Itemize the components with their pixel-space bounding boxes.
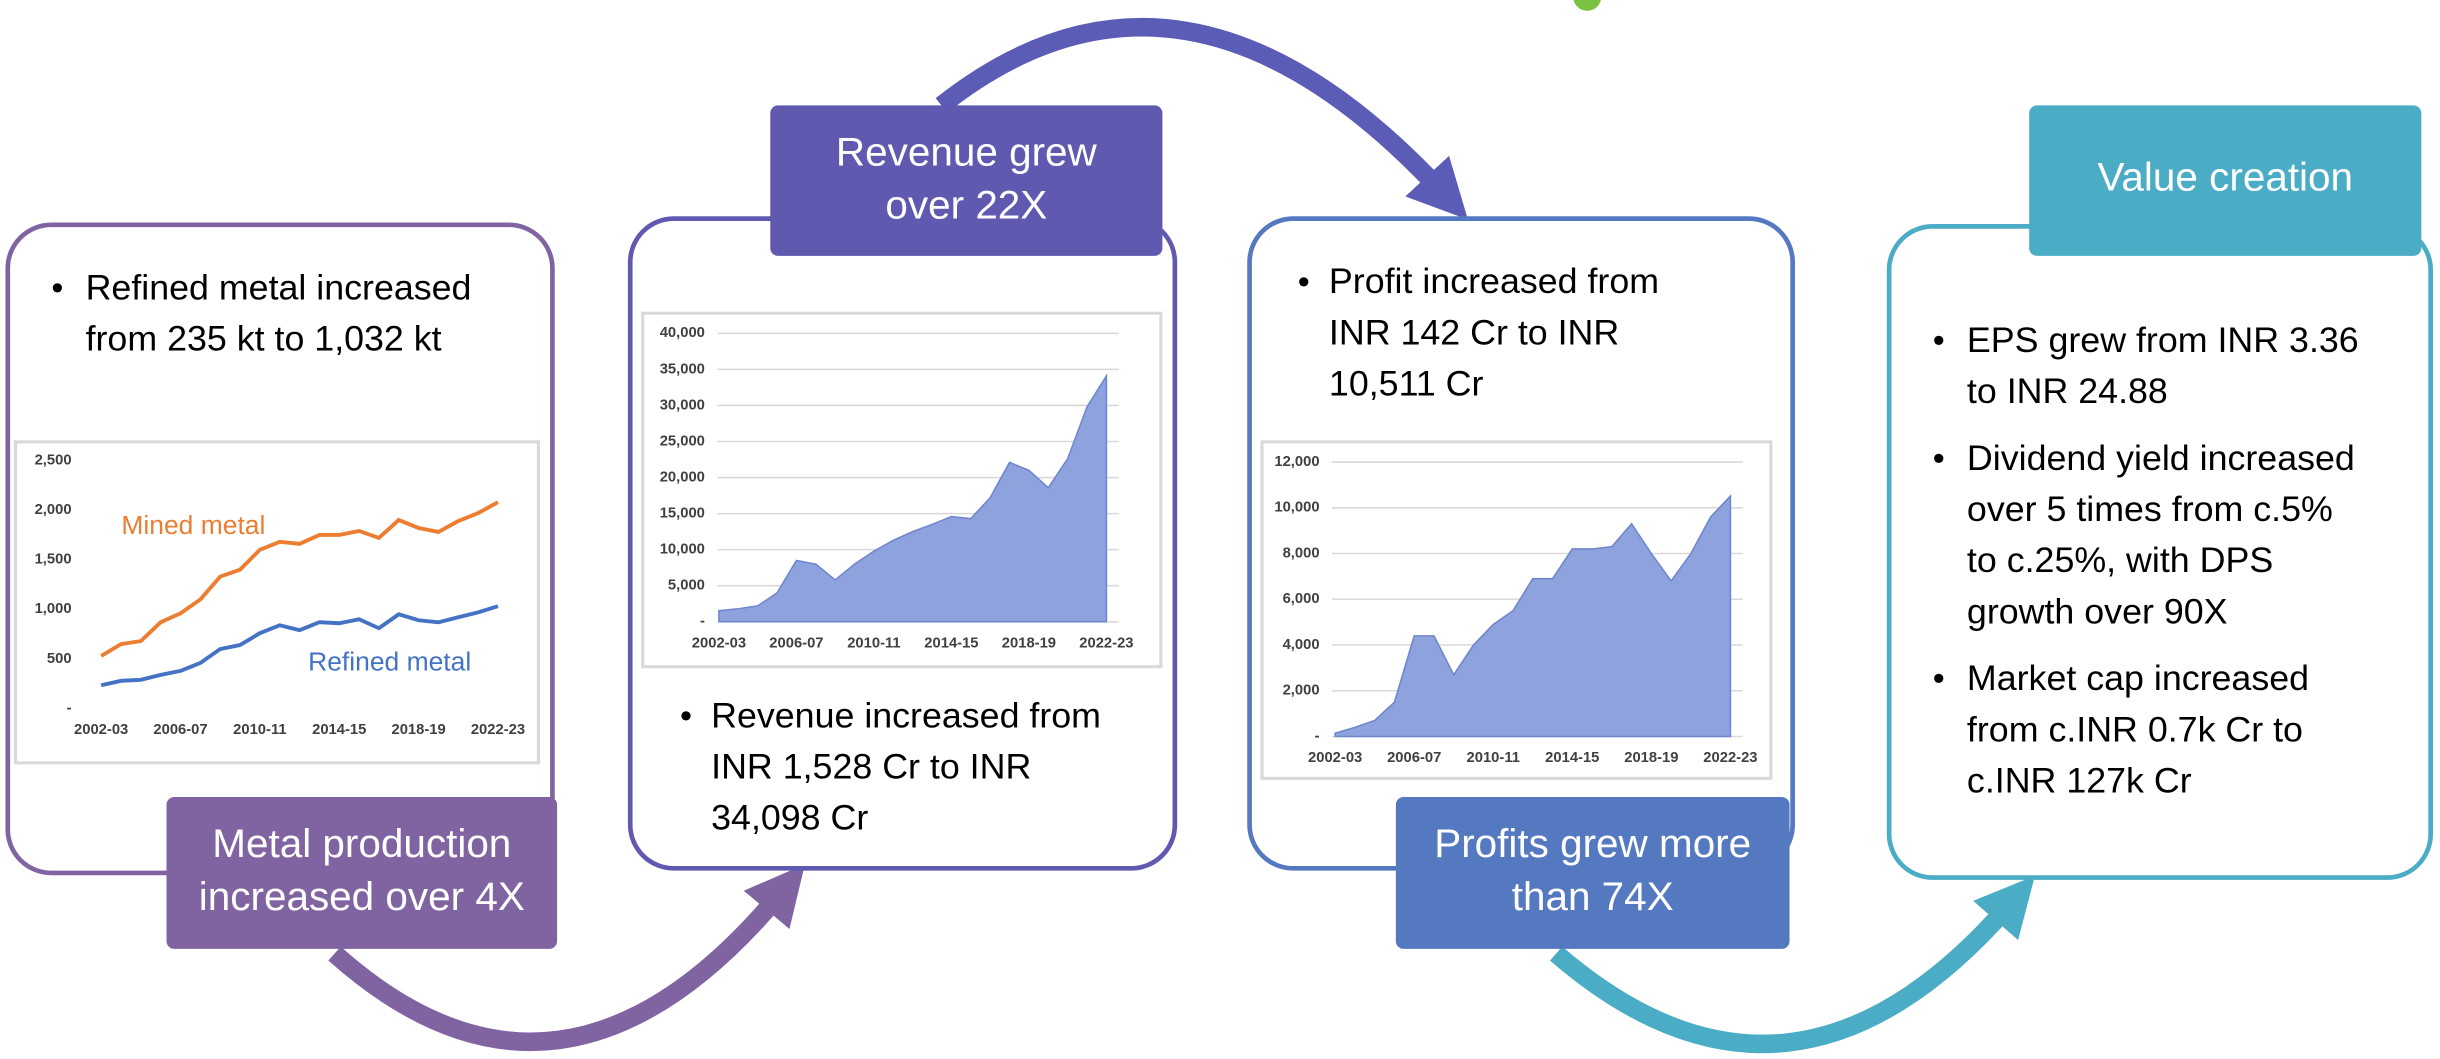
panel-label: Metal production <box>212 820 511 866</box>
line-series <box>100 500 499 658</box>
bullet-dot: • <box>1933 440 1945 478</box>
y-tick-label: 30,000 <box>660 397 705 413</box>
panel-label: Revenue grew <box>836 129 1098 175</box>
bullet-text: Market cap increased <box>1967 658 2309 698</box>
y-tick-label: 10,000 <box>1274 500 1319 516</box>
series-label: Mined metal <box>121 510 265 540</box>
bullet-text: 34,098 Cr <box>711 798 868 838</box>
y-tick-label: 40,000 <box>660 325 705 341</box>
y-tick-label: - <box>700 614 705 630</box>
y-tick-label: 2,000 <box>1283 683 1320 699</box>
bullet-text: Profit increased from <box>1329 261 1659 301</box>
x-tick-label: 2018-19 <box>1002 635 1056 651</box>
y-tick-label: 1,500 <box>35 552 72 568</box>
x-tick-label: 2006-07 <box>153 722 207 738</box>
bullet-dot: • <box>1933 660 1945 698</box>
y-tick-label: 10,000 <box>660 542 705 558</box>
x-tick-label: 2010-11 <box>1467 750 1520 766</box>
bullet-text: 10,511 Cr <box>1329 364 1484 404</box>
x-tick-label: 2010-11 <box>847 635 900 651</box>
bullet-text: over 5 times from c.5% <box>1967 489 2333 529</box>
bullet-text: to c.25%, with DPS <box>1967 540 2273 580</box>
bullet-dot: • <box>680 697 692 735</box>
panel-label-box <box>1395 796 1790 949</box>
y-tick-label: - <box>1315 728 1320 744</box>
y-tick-label: 2,500 <box>35 452 72 468</box>
decor-dot <box>1573 0 1601 11</box>
x-tick-label: 2022-23 <box>1079 635 1133 651</box>
y-tick-label: 5,000 <box>668 578 705 594</box>
bullet-text: Dividend yield increased <box>1967 438 2355 478</box>
x-tick-label: 2014-15 <box>1545 750 1599 766</box>
bullet-text: INR 1,528 Cr to INR <box>711 747 1031 787</box>
x-tick-label: 2002-03 <box>692 635 746 651</box>
bullet-text: Revenue increased from <box>711 695 1101 735</box>
panel-label: over 22X <box>885 181 1047 227</box>
x-tick-label: 2010-11 <box>233 722 286 738</box>
y-tick-label: 500 <box>47 651 72 667</box>
y-tick-label: 4,000 <box>1283 637 1320 653</box>
line-series <box>100 604 499 688</box>
x-tick-label: 2002-03 <box>74 722 128 738</box>
y-tick-label: 20,000 <box>660 469 705 485</box>
bullet-text: to INR 24.88 <box>1967 371 2168 411</box>
bullet-dot: • <box>1298 263 1310 301</box>
panel-label-box <box>166 796 558 949</box>
y-tick-label: 15,000 <box>660 506 705 522</box>
y-tick-label: 1,000 <box>35 601 72 617</box>
panel-label-box <box>2029 105 2422 256</box>
series-label: Refined metal <box>308 647 471 677</box>
panel-label-box <box>770 105 1163 256</box>
panel-label: Profits grew more <box>1434 820 1751 866</box>
bullet-text: from 235 kt to 1,032 kt <box>86 319 442 359</box>
x-tick-label: 2014-15 <box>924 635 978 651</box>
area-series <box>718 373 1108 623</box>
y-tick-label: 8,000 <box>1283 545 1320 561</box>
bullet-dot: • <box>1933 322 1945 360</box>
y-tick-label: 35,000 <box>660 361 705 377</box>
panel-label: Value creation <box>2097 154 2353 200</box>
x-tick-label: 2006-07 <box>769 635 823 651</box>
y-tick-label: 12,000 <box>1274 454 1319 470</box>
bullet-text: EPS grew from INR 3.36 <box>1967 320 2359 360</box>
bullet-dot: • <box>51 269 63 307</box>
bullet-text: Refined metal increased <box>86 267 472 307</box>
arrow <box>935 17 1468 220</box>
y-tick-label: 2,000 <box>35 502 72 518</box>
x-tick-label: 2022-23 <box>1703 750 1757 766</box>
panel-label: than 74X <box>1512 873 1674 919</box>
panel-label: increased over 4X <box>199 873 525 919</box>
bullet-text: growth over 90X <box>1967 591 2228 631</box>
bullet-text: c.INR 127k Cr <box>1967 760 2192 800</box>
bullet-text: INR 142 Cr to INR <box>1329 312 1619 352</box>
arrow <box>1550 875 2035 1054</box>
x-tick-label: 2014-15 <box>312 722 366 738</box>
bullet-text: from c.INR 0.7k Cr to <box>1967 709 2303 749</box>
y-tick-label: 25,000 <box>660 433 705 449</box>
y-tick-label: 6,000 <box>1283 591 1320 607</box>
area-series <box>1334 494 1732 738</box>
x-tick-label: 2006-07 <box>1387 750 1441 766</box>
x-tick-label: 2018-19 <box>391 722 445 738</box>
arrow <box>328 864 805 1052</box>
x-tick-label: 2022-23 <box>471 722 525 738</box>
content: Metal production increased over 4X • Refine… <box>5 105 2433 949</box>
x-tick-label: 2002-03 <box>1308 750 1362 766</box>
x-tick-label: 2018-19 <box>1624 750 1678 766</box>
chart-frame <box>14 440 540 765</box>
y-tick-label: - <box>67 700 72 716</box>
